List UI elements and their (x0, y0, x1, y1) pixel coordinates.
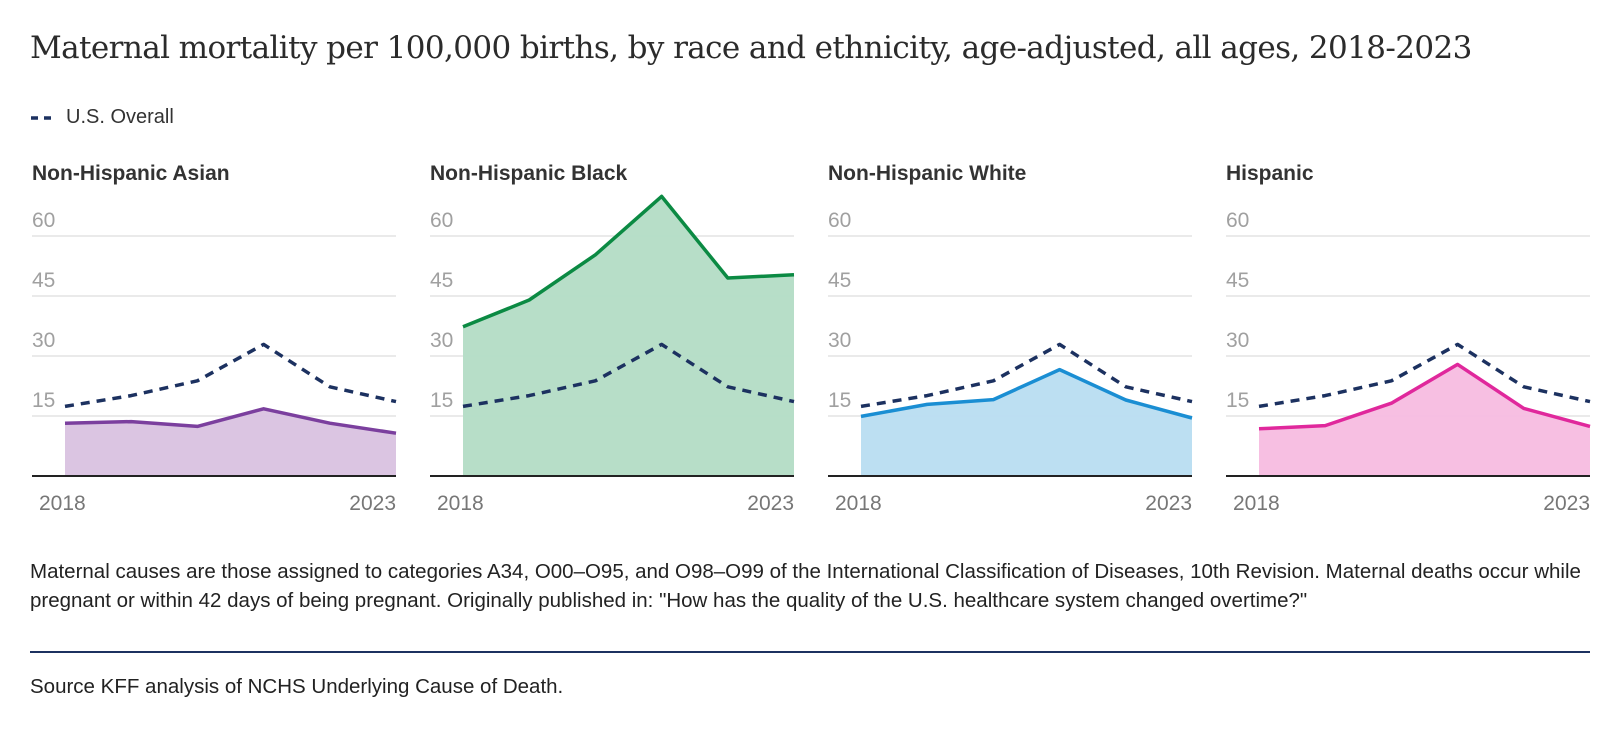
overall-line (860, 342, 1193, 409)
y-tick-label: 15 (430, 389, 453, 412)
overall-line (462, 342, 795, 409)
y-tick-label: 15 (32, 389, 55, 412)
y-tick-label: 60 (430, 209, 453, 232)
panel-non-hispanic-black: Non-Hispanic Black 15 30 45 60 2018 2023 (430, 162, 795, 515)
series-area (861, 369, 1192, 476)
legend: U.S. Overall (30, 106, 174, 129)
legend-label-overall: U.S. Overall (66, 106, 174, 128)
series-line (1258, 362, 1591, 431)
y-tick-label: 15 (828, 389, 851, 412)
y-tick-label: 30 (32, 329, 55, 352)
y-tick-label: 30 (828, 329, 851, 352)
x-tick-label: 2023 (747, 492, 794, 515)
overall-line (64, 342, 397, 409)
panel-hispanic: Hispanic 15 30 45 60 2018 2023 (1226, 162, 1591, 515)
y-tick-label: 15 (1226, 389, 1249, 412)
series-area (65, 408, 396, 476)
overall-line (1258, 342, 1591, 409)
series-line (64, 407, 397, 435)
y-tick-label: 45 (1226, 269, 1249, 292)
panel-title: Non-Hispanic White (828, 162, 1026, 185)
x-tick-label: 2018 (1233, 492, 1280, 515)
y-tick-label: 30 (430, 329, 453, 352)
panel-non-hispanic-asian: Non-Hispanic Asian 15 30 45 60 2018 2023 (32, 162, 397, 515)
panel-non-hispanic-white: Non-Hispanic White 15 30 45 60 2018 2023 (828, 162, 1193, 515)
panel-title: Non-Hispanic Black (430, 162, 628, 185)
y-tick-label: 30 (1226, 329, 1249, 352)
y-tick-label: 60 (32, 209, 55, 232)
series-area (463, 196, 794, 476)
divider (30, 651, 1590, 653)
series-area (1259, 364, 1590, 476)
y-tick-label: 45 (828, 269, 851, 292)
y-tick-label: 60 (828, 209, 851, 232)
panel-title: Non-Hispanic Asian (32, 162, 230, 185)
x-tick-label: 2018 (835, 492, 882, 515)
footnote: Maternal causes are those assigned to ca… (30, 560, 1581, 612)
x-tick-label: 2018 (39, 492, 86, 515)
x-tick-label: 2023 (1145, 492, 1192, 515)
panel-title: Hispanic (1226, 162, 1314, 185)
chart-title: Maternal mortality per 100,000 births, b… (30, 30, 1472, 66)
x-tick-label: 2023 (1543, 492, 1590, 515)
series-line (860, 367, 1193, 420)
series-line (462, 194, 795, 329)
x-tick-label: 2023 (349, 492, 396, 515)
y-tick-label: 45 (430, 269, 453, 292)
x-tick-label: 2018 (437, 492, 484, 515)
y-tick-label: 60 (1226, 209, 1249, 232)
legend-dash-icon (31, 115, 57, 120)
y-tick-label: 45 (32, 269, 55, 292)
source-note: Source KFF analysis of NCHS Underlying C… (30, 675, 564, 698)
